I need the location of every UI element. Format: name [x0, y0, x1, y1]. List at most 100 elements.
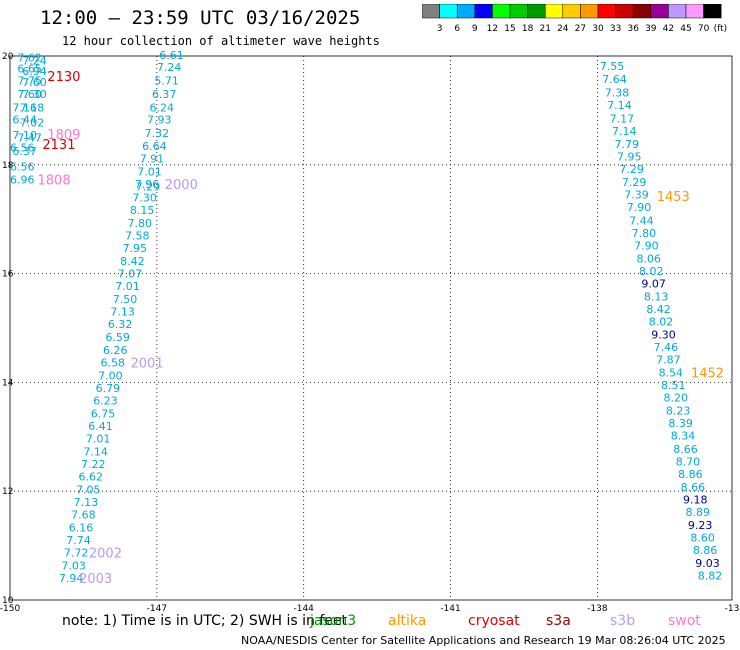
page-subtitle: 12 hour collection of altimeter wave hei… — [62, 34, 380, 48]
footer-credit: NOAA/NESDIS Center for Satellite Applica… — [241, 634, 726, 647]
wave-height-value: 7.30 — [22, 88, 47, 101]
wave-height-value: 7.91 — [140, 152, 165, 165]
wave-height-value: 7.95 — [617, 151, 642, 164]
wave-height-value: 6.16 — [69, 522, 94, 535]
wave-height-value: 7.50 — [113, 293, 138, 306]
wave-height-value: 7.02 — [20, 116, 45, 129]
wave-height-value: 8.20 — [663, 392, 688, 405]
colorbar-label: 12 — [487, 24, 498, 34]
pass-time-label: 1452 — [691, 367, 724, 382]
wave-height-value: 6.24 — [149, 102, 174, 115]
wave-height-value: 7.14 — [612, 125, 637, 138]
wave-height-value: 7.93 — [147, 114, 172, 127]
wave-height-value: 7.01 — [115, 280, 140, 293]
lat-tick-label: 20 — [2, 52, 14, 62]
wave-height-value: 8.39 — [668, 417, 693, 430]
legend-item-swot: swot — [668, 613, 701, 629]
wave-height-value: 6.65 — [17, 63, 42, 76]
wave-height-value: 6.75 — [91, 407, 116, 420]
wave-height-value: 8.86 — [678, 468, 703, 481]
wave-height-value: 9.18 — [683, 493, 708, 506]
wave-height-value: 7.62 — [17, 52, 42, 65]
wave-height-value: 8.42 — [120, 255, 145, 268]
wave-height-value: 8.13 — [644, 290, 669, 303]
page-title: 12:00 – 23:59 UTC 03/16/2025 — [40, 7, 361, 29]
wave-height-value: 8.23 — [666, 405, 691, 418]
colorbar-label: 33 — [610, 24, 621, 34]
lon-tick-label: -141 — [440, 604, 460, 612]
colorbar-label: 9 — [472, 24, 478, 34]
wave-height-value: 7.10 — [12, 129, 37, 142]
wave-height-value: 8.06 — [637, 252, 662, 265]
wave-height-value: 6.61 — [159, 49, 184, 62]
wave-height-value: 6.56 — [10, 141, 35, 154]
lat-tick-label: 14 — [2, 378, 14, 388]
colorbar-label: 45 — [680, 24, 691, 34]
colorbar-label: 6 — [454, 24, 460, 34]
wave-height-value: 7.68 — [71, 509, 96, 522]
wave-height-value: 6.26 — [103, 344, 128, 357]
wave-height-value: 8.66 — [673, 443, 698, 456]
wave-height-value: 7.58 — [125, 230, 150, 243]
pass-time-label: 2003 — [79, 572, 112, 587]
wave-height-value: 7.01 — [86, 432, 111, 445]
wave-height-value: 7.29 — [136, 181, 161, 194]
wave-height-value: 7.05 — [76, 484, 101, 497]
colorbar-label: 15 — [504, 24, 515, 34]
wave-height-value: 7.46 — [654, 341, 679, 354]
wave-height-value: 7.64 — [602, 73, 627, 86]
wave-height-value: 6.59 — [105, 331, 130, 344]
wave-height-value: 9.30 — [651, 329, 676, 342]
wave-height-value: 7.39 — [624, 189, 649, 202]
wave-height-value: 7.96 — [135, 178, 160, 191]
pass-time-label: 1453 — [657, 190, 690, 205]
wave-height-value: 7.00 — [98, 369, 123, 382]
lat-tick-label: 12 — [2, 487, 13, 497]
lon-tick-label: -13 — [725, 604, 740, 612]
legend-item-s3a: s3a — [546, 613, 571, 629]
wave-height-value: 7.01 — [137, 165, 162, 178]
pass-time-label: 1808 — [38, 173, 71, 188]
wave-height-value: 8.66 — [681, 481, 706, 494]
wave-height-value: 6.79 — [96, 382, 121, 395]
colorbar-label: 24 — [557, 24, 569, 34]
wave-height-value: 7.30 — [132, 191, 157, 204]
wave-height-value: 5.71 — [154, 74, 179, 87]
wave-height-value: 7.44 — [629, 214, 654, 227]
wave-height-value: 7.79 — [615, 138, 640, 151]
wave-height-value: 6.37 — [152, 88, 177, 101]
wave-height-value: 7.16 — [12, 102, 37, 115]
satellite-legend: jason3 altika cryosat s3a s3b swot — [0, 613, 740, 631]
legend-item-altika: altika — [388, 613, 427, 629]
wave-height-value: 7.94 — [59, 572, 84, 585]
wave-height-value: 7.24 — [22, 54, 47, 67]
wave-height-value: 7.55 — [600, 60, 625, 73]
wave-height-value: 7.75 — [17, 74, 42, 87]
wave-height-value: 7.18 — [20, 102, 45, 115]
colorbar-label: 70 — [698, 24, 710, 34]
wave-height-value: 9.07 — [641, 277, 666, 290]
wave-height-value: 8.42 — [646, 303, 671, 316]
pass-time-label: 2131 — [42, 138, 75, 153]
pass-time-label: 2130 — [47, 70, 80, 85]
wave-height-value: 6.44 — [12, 114, 37, 127]
wave-height-value: 8.02 — [639, 265, 664, 278]
wave-height-value: 8.02 — [649, 315, 674, 328]
pass-time-label: 1809 — [47, 128, 80, 143]
wave-height-value: 8.89 — [685, 506, 710, 519]
lat-tick-label: 10 — [2, 596, 14, 606]
colorbar-label: 39 — [645, 24, 657, 34]
lon-tick-label: -150 — [0, 604, 20, 612]
lat-tick-label: 18 — [2, 161, 14, 171]
legend-item-jason3: jason3 — [310, 613, 357, 629]
colorbar-swatch — [703, 4, 722, 19]
wave-height-value: 7.13 — [74, 496, 99, 509]
wave-height-value: 7.72 — [64, 547, 89, 560]
wave-height-value: 7.47 — [17, 132, 42, 145]
wave-height-value: 7.14 — [607, 99, 632, 112]
colorbar-label: 3 — [437, 24, 443, 34]
wave-height-value: 8.70 — [676, 455, 701, 468]
colorbar-label: 36 — [627, 24, 639, 34]
colorbar-label: 18 — [522, 24, 534, 34]
wave-height-value: 8.86 — [693, 544, 718, 557]
